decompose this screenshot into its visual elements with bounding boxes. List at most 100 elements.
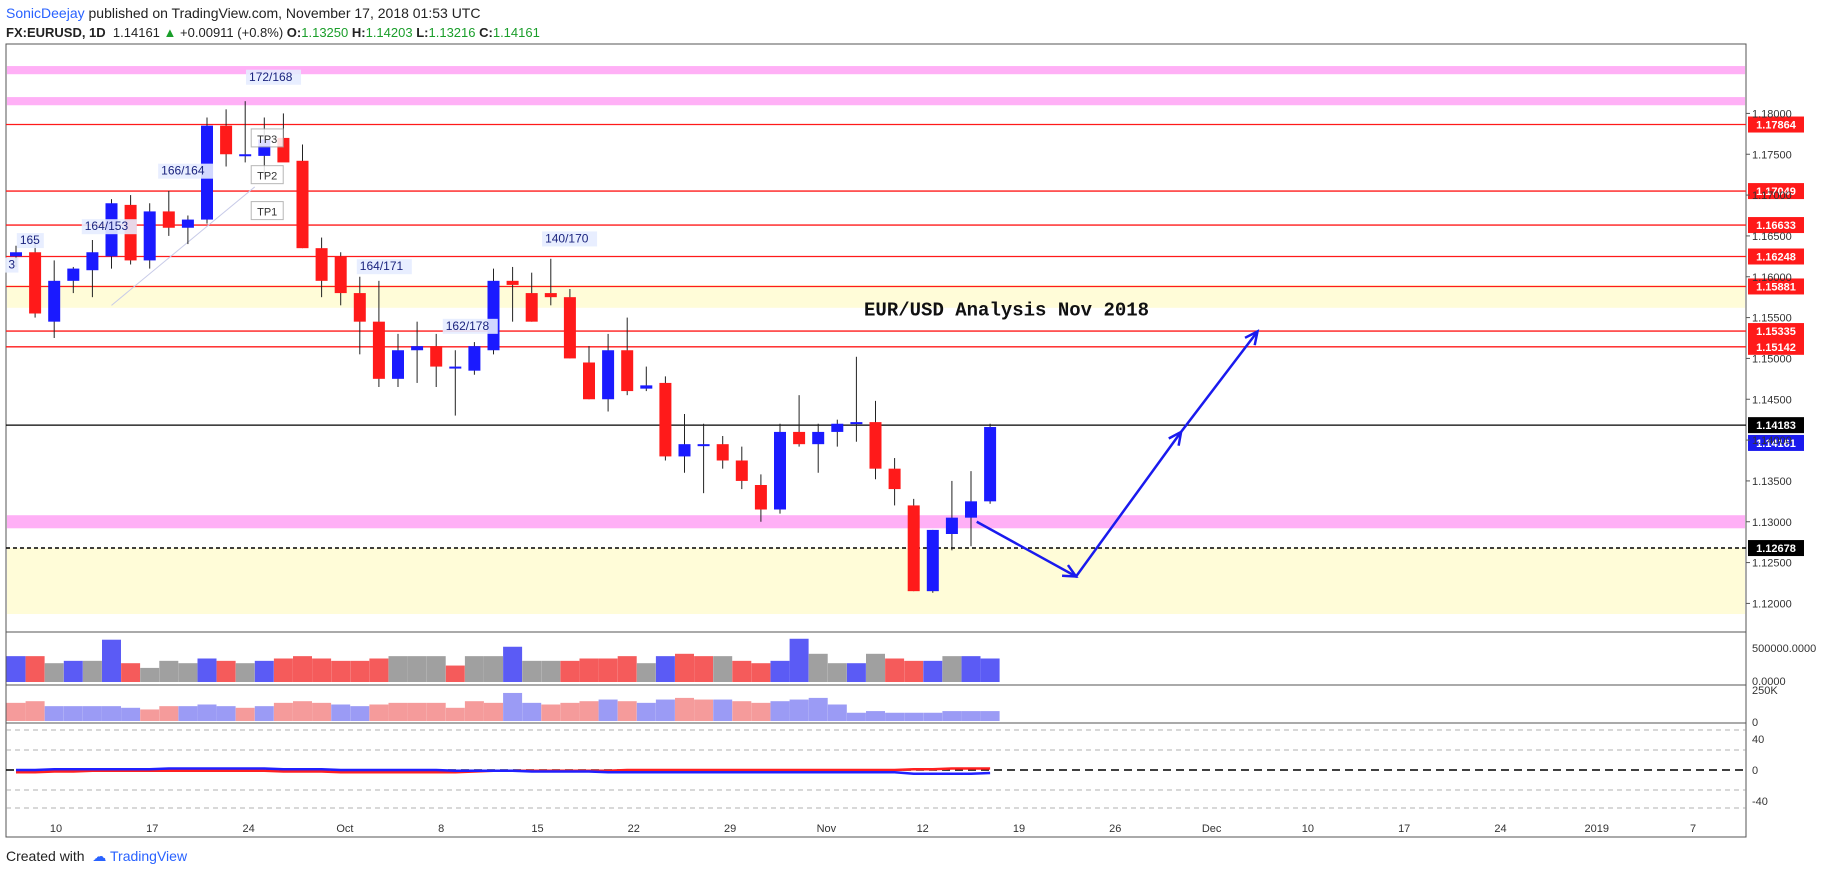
oscillator-bar	[560, 702, 580, 721]
tp-label: TP2	[257, 171, 277, 183]
candle	[754, 485, 767, 510]
candle	[888, 468, 901, 490]
tp-label: TP1	[257, 207, 277, 219]
oscillator-bar	[159, 706, 179, 721]
annotation-bg	[158, 163, 214, 179]
oscillator-bar	[197, 704, 217, 721]
y-tick-label: 1.17000	[1752, 190, 1792, 202]
candle	[907, 505, 920, 592]
oscillator-bar	[617, 701, 637, 721]
candle	[583, 362, 595, 400]
price-tag-label: 1.14183	[1756, 420, 1796, 432]
candle	[315, 248, 328, 281]
price-tag	[1748, 116, 1804, 133]
price-tag	[1748, 417, 1804, 434]
volume-bar	[961, 656, 981, 682]
price-change: +0.00911 (+0.8%)	[180, 25, 284, 40]
volume-bar	[235, 663, 255, 682]
volume-bar	[808, 653, 828, 682]
publish-info: published on TradingView.com, November 1…	[84, 5, 481, 21]
candle	[945, 517, 958, 534]
oscillator-bar	[369, 704, 389, 721]
tradingview-link[interactable]: TradingView	[110, 848, 188, 864]
x-tick-label: 8	[438, 823, 444, 835]
candle	[86, 252, 99, 271]
volume-bar	[541, 660, 561, 682]
oscillator-bar	[923, 712, 943, 721]
close-label: C:	[479, 25, 493, 40]
y-tick-label: 1.13500	[1752, 476, 1792, 488]
volume-bar	[25, 656, 45, 682]
y-tick-label: 1.14000	[1752, 435, 1792, 447]
x-tick-label: 17	[1398, 823, 1410, 835]
trend-line	[111, 186, 256, 306]
author-link[interactable]: SonicDeejay	[6, 5, 85, 21]
volume-bar	[923, 660, 943, 682]
price-pane	[5, 43, 1747, 633]
tp-label: TP3	[257, 134, 277, 146]
oscillator-bar	[464, 701, 484, 721]
oscillator-bar	[63, 706, 83, 721]
volume-bar	[6, 656, 26, 682]
candle	[850, 422, 863, 425]
volume-bar	[197, 658, 217, 682]
y-tick-label: 1.17500	[1752, 149, 1792, 161]
tradingview-logo-icon[interactable]: ☁	[92, 848, 107, 864]
volume-bar	[942, 656, 962, 682]
open-value: 1.13250	[301, 25, 349, 40]
price-tag-label: 1.16248	[1756, 251, 1796, 263]
volume-bar	[560, 660, 580, 682]
volume-bar	[159, 660, 179, 682]
annotation-bg	[542, 231, 598, 247]
candle	[48, 280, 61, 322]
x-tick-label: 2019	[1585, 823, 1609, 835]
volume-bar	[866, 653, 885, 682]
candle	[162, 211, 175, 228]
volume-bar	[312, 658, 332, 682]
volume-tick-label: 0.0000	[1752, 676, 1786, 688]
candle	[239, 154, 252, 157]
candle	[334, 256, 347, 294]
candle	[468, 346, 481, 371]
volume-bar	[713, 656, 733, 682]
candle	[697, 444, 710, 447]
annotation-bg	[442, 318, 498, 334]
price-tag-label: 1.12678	[1756, 543, 1796, 555]
up-arrow-icon: ▲	[163, 25, 177, 40]
oscillator-bar	[827, 704, 847, 721]
y-tick-label: 1.18000	[1752, 108, 1792, 120]
price-tag-label: 1.15881	[1756, 281, 1796, 293]
oscillator-bar	[675, 697, 694, 721]
tp-box	[250, 201, 284, 221]
price-tag-label: 1.17049	[1756, 186, 1796, 198]
tp-box	[250, 165, 284, 185]
oscillator-bar	[980, 711, 1000, 721]
price-tag	[1748, 434, 1804, 451]
volume-bar	[827, 663, 847, 682]
volume-bar	[617, 656, 637, 682]
oscillator-bar	[426, 702, 446, 721]
candle	[659, 382, 672, 457]
macd-tick-label: 40	[1752, 734, 1764, 746]
macd-pane	[5, 722, 1747, 838]
oscillator-bar	[216, 706, 236, 721]
candle	[411, 346, 424, 351]
volume-bar	[273, 658, 293, 682]
oscillator-bar	[885, 712, 905, 721]
candle	[926, 529, 939, 592]
candle	[774, 431, 786, 510]
annotation-bg	[356, 259, 412, 275]
oscillator-bar	[904, 712, 924, 721]
arrow-head	[1244, 329, 1260, 346]
high-value: 1.14203	[365, 25, 413, 40]
macd-tick-label: 0	[1752, 765, 1758, 777]
volume-bar	[293, 656, 312, 682]
candle	[430, 346, 443, 367]
oscillator-bar	[312, 702, 332, 721]
low-value: 1.13216	[428, 25, 476, 40]
oscillator-bar	[503, 692, 523, 721]
oscillator-bar	[522, 702, 542, 721]
x-tick-label: 15	[531, 823, 543, 835]
close-value: 1.14161	[492, 25, 540, 40]
